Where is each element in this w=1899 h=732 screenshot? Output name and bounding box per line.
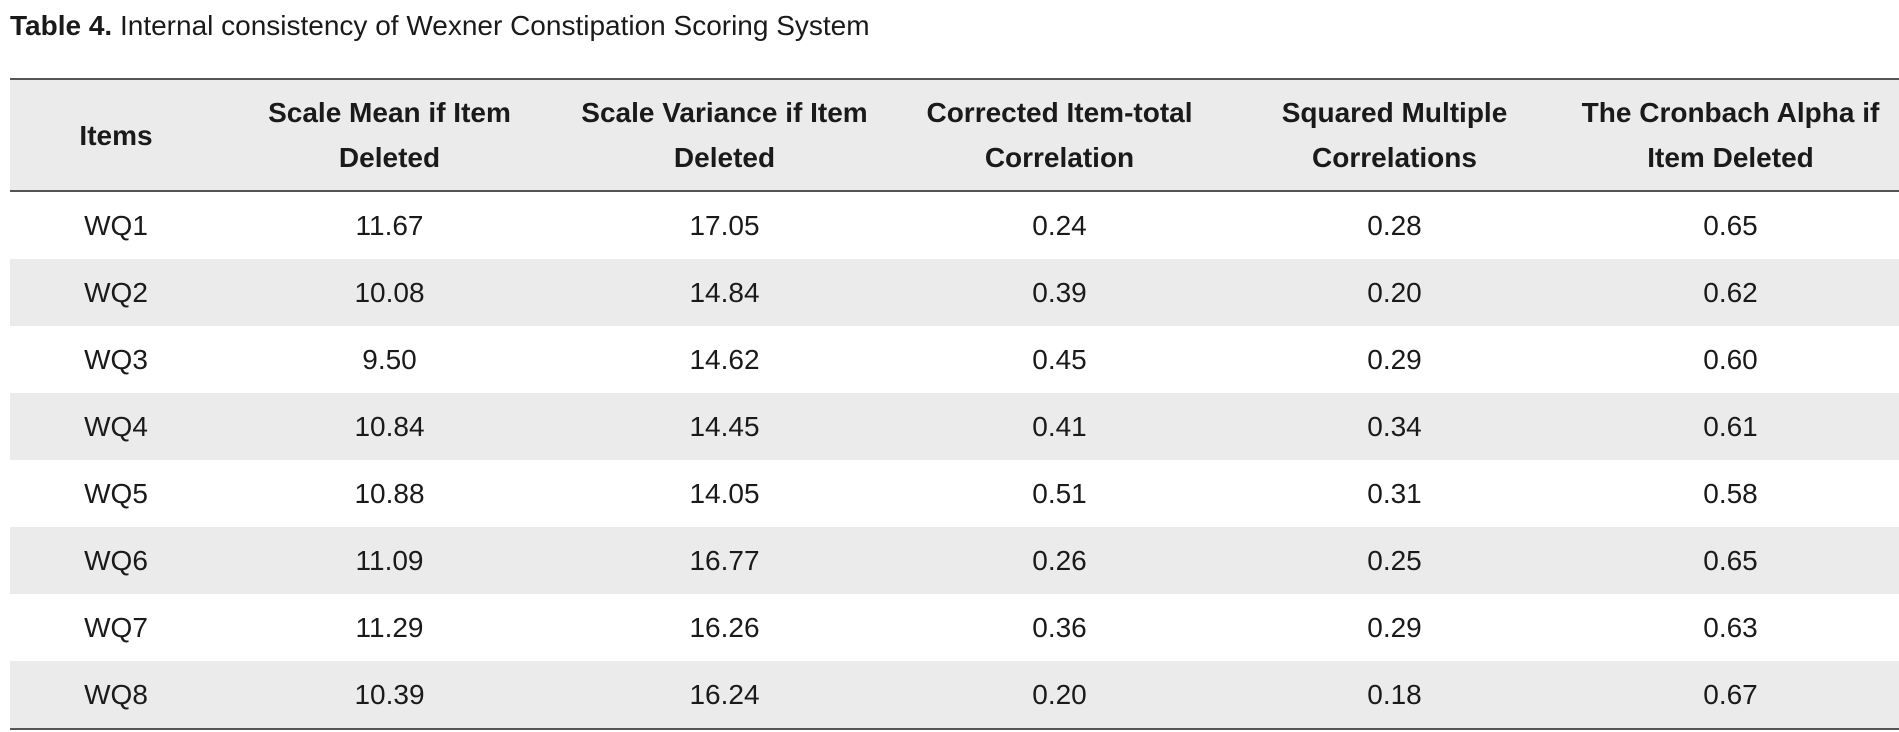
cell-squared-multiple: 0.34: [1367, 410, 1422, 442]
cell-squared-multiple: 0.28: [1367, 209, 1422, 241]
table-caption-text: Internal consistency of Wexner Constipat…: [112, 10, 870, 41]
table-row: WQ8 10.39 16.24 0.20 0.18 0.67: [10, 661, 1899, 729]
cell-cronbach-alpha: 0.58: [1703, 477, 1758, 509]
table-header-row: Items Scale Mean if Item Deleted Scale V…: [10, 79, 1899, 191]
cell-scale-mean: 10.08: [354, 276, 425, 308]
table-row: WQ5 10.88 14.05 0.51 0.31 0.58: [10, 460, 1899, 527]
cell-item: WQ8: [84, 678, 148, 710]
cell-scale-variance: 14.45: [689, 410, 760, 442]
table-row: WQ4 10.84 14.45 0.41 0.34 0.61: [10, 393, 1899, 460]
cell-squared-multiple: 0.25: [1367, 544, 1422, 576]
cell-squared-multiple: 0.20: [1367, 276, 1422, 308]
cell-corrected-item-total: 0.26: [1032, 544, 1087, 576]
cell-scale-mean: 11.09: [355, 544, 424, 576]
header-items: Items: [79, 119, 153, 151]
cell-scale-variance: 14.84: [689, 276, 760, 308]
cell-corrected-item-total: 0.36: [1032, 611, 1087, 643]
cell-scale-mean: 9.50: [362, 343, 417, 375]
cell-squared-multiple: 0.31: [1367, 477, 1422, 509]
cell-corrected-item-total: 0.51: [1032, 477, 1087, 509]
cell-corrected-item-total: 0.20: [1032, 678, 1087, 710]
cell-cronbach-alpha: 0.65: [1703, 544, 1758, 576]
cell-scale-mean: 11.29: [355, 611, 424, 643]
cell-corrected-item-total: 0.41: [1032, 410, 1087, 442]
consistency-table: Items Scale Mean if Item Deleted Scale V…: [10, 78, 1899, 730]
cell-corrected-item-total: 0.45: [1032, 343, 1087, 375]
cell-cronbach-alpha: 0.67: [1703, 678, 1758, 710]
table-caption: Table 4. Internal consistency of Wexner …: [10, 6, 870, 46]
cell-scale-variance: 14.62: [689, 343, 760, 375]
cell-scale-variance: 16.26: [689, 611, 760, 643]
header-scale-variance: Scale Variance if Item Deleted: [581, 97, 868, 173]
cell-scale-mean: 10.88: [354, 477, 425, 509]
cell-scale-variance: 17.05: [689, 209, 760, 241]
cell-squared-multiple: 0.29: [1367, 611, 1422, 643]
cell-cronbach-alpha: 0.65: [1703, 209, 1758, 241]
header-scale-mean: Scale Mean if Item Deleted: [268, 97, 511, 173]
table-row: WQ2 10.08 14.84 0.39 0.20 0.62: [10, 259, 1899, 326]
header-squared-multiple: Squared Multiple Correlations: [1281, 97, 1508, 173]
cell-corrected-item-total: 0.39: [1032, 276, 1087, 308]
cell-item: WQ2: [84, 276, 148, 308]
table-container: Items Scale Mean if Item Deleted Scale V…: [10, 78, 1899, 730]
cell-squared-multiple: 0.29: [1367, 343, 1422, 375]
cell-corrected-item-total: 0.24: [1032, 209, 1087, 241]
cell-scale-variance: 14.05: [689, 477, 760, 509]
cell-scale-mean: 11.67: [355, 209, 424, 241]
cell-item: WQ4: [84, 410, 148, 442]
cell-item: WQ6: [84, 544, 148, 576]
cell-cronbach-alpha: 0.62: [1703, 276, 1758, 308]
cell-item: WQ5: [84, 477, 148, 509]
cell-item: WQ7: [84, 611, 148, 643]
table-row: WQ3 9.50 14.62 0.45 0.29 0.60: [10, 326, 1899, 393]
cell-scale-variance: 16.77: [689, 544, 760, 576]
cell-squared-multiple: 0.18: [1367, 678, 1422, 710]
table-row: WQ6 11.09 16.77 0.26 0.25 0.65: [10, 527, 1899, 594]
cell-cronbach-alpha: 0.60: [1703, 343, 1758, 375]
cell-cronbach-alpha: 0.63: [1703, 611, 1758, 643]
cell-item: WQ3: [84, 343, 148, 375]
cell-scale-mean: 10.84: [354, 410, 425, 442]
cell-item: WQ1: [84, 209, 148, 241]
cell-scale-mean: 10.39: [354, 678, 425, 710]
table-row: WQ1 11.67 17.05 0.24 0.28 0.65: [10, 191, 1899, 259]
cell-scale-variance: 16.24: [689, 678, 760, 710]
header-corrected-item-total: Corrected Item-total Correlation: [926, 97, 1193, 173]
cell-cronbach-alpha: 0.61: [1703, 410, 1758, 442]
table-row: WQ7 11.29 16.26 0.36 0.29 0.63: [10, 594, 1899, 661]
table-caption-label: Table 4.: [10, 10, 113, 41]
header-cronbach-alpha: The Cronbach Alpha if Item Deleted: [1581, 97, 1880, 173]
